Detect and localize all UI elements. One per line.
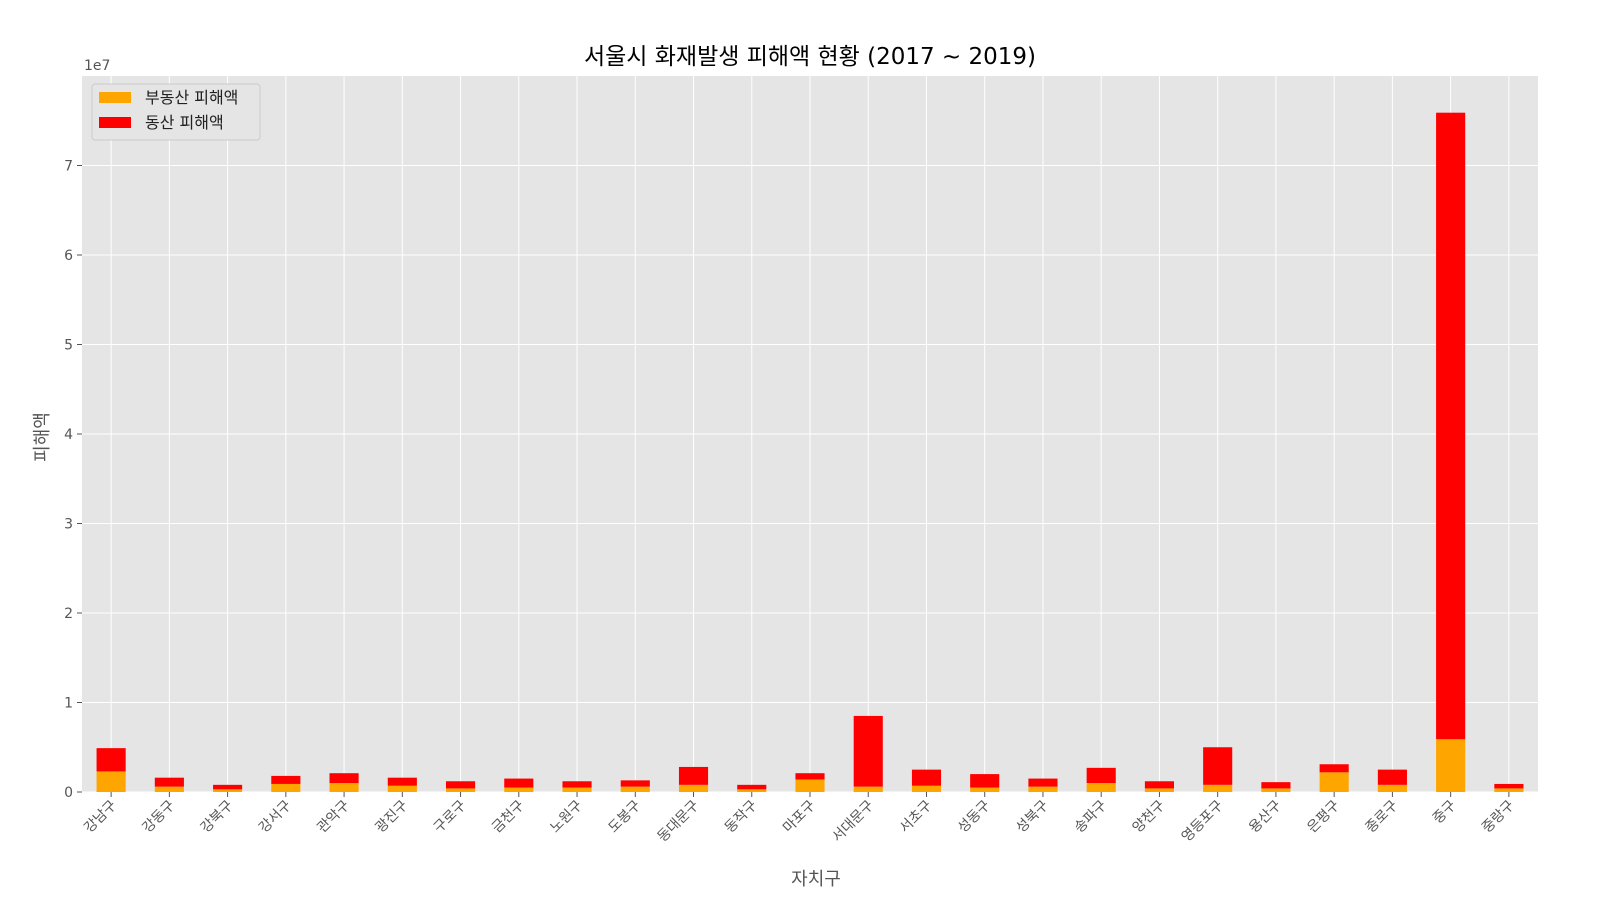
bar-real-estate-damage [271,783,301,792]
y-tick-label: 1 [64,696,73,712]
y-tick-label: 4 [64,427,73,443]
bar-real-estate-damage [1377,784,1407,792]
bar-real-estate-damage [213,789,243,792]
y-tick-label: 5 [64,338,73,354]
bar-real-estate-damage [1144,788,1174,792]
bar-movable-damage [1144,781,1174,789]
x-tick-label: 동대문구 [655,797,703,845]
bar-real-estate-damage [1319,772,1349,792]
bar-real-estate-damage [1494,788,1524,792]
bar-movable-damage [1261,782,1291,789]
bar-movable-damage [271,775,301,784]
x-tick-label: 서초구 [897,797,936,836]
bar-movable-damage [620,780,650,787]
x-tick-label: 은평구 [1304,797,1343,836]
x-tick-label: 성동구 [955,797,994,836]
bar-movable-damage [562,781,592,788]
bar-real-estate-damage [446,788,476,792]
bar-real-estate-damage [737,789,767,792]
bar-real-estate-damage [562,787,592,792]
bar-movable-damage [1319,764,1349,773]
x-tick-label: 강서구 [256,797,295,836]
legend-swatch-real-estate [99,92,131,103]
bar-real-estate-damage [911,785,942,792]
legend-label-movable: 동산 피해액 [145,113,224,132]
x-tick-label: 양천구 [1130,797,1169,836]
bar-real-estate-damage [1261,788,1291,792]
bar-movable-damage [795,773,825,780]
y-axis-offset-label: 1e7 [84,58,110,74]
gridlines [82,76,1538,793]
legend-swatch-movable [99,117,131,128]
x-tick-label: 영등포구 [1179,797,1227,845]
y-tick-label: 7 [64,159,73,175]
legend-box [91,83,261,141]
bar-movable-damage [678,766,709,785]
bar-movable-damage [504,778,534,788]
bar-movable-damage [1086,767,1116,784]
y-axis-title: 피해액 [32,412,53,462]
legend-label-real-estate: 부동산 피해액 [145,88,238,107]
y-tick-label: 3 [64,517,73,533]
bar-movable-damage [213,784,243,790]
x-tick-label: 중랑구 [1479,797,1518,836]
bar-real-estate-damage [1436,739,1466,792]
bar-real-estate-damage [1086,783,1116,792]
x-axis: 강남구 강동구 강북구 강서구 관악구 광진구 구로구 금천구 노원구 도봉구 동대문구 동작구 마포구… [81,792,1518,845]
x-tick-label: 강북구 [198,797,237,836]
bar-real-estate-damage [96,771,126,792]
bar-real-estate-damage [620,786,650,792]
x-tick-label: 마포구 [780,797,819,836]
chart-title: 서울시 화재발생 피해액 현황 (2017 ~ 2019) [584,44,1036,70]
x-tick-label: 종로구 [1363,797,1402,836]
bar-real-estate-damage [795,779,825,792]
bar-movable-damage [853,715,883,787]
bar-real-estate-damage [1203,784,1233,792]
x-tick-label: 중구 [1430,797,1460,827]
x-tick-label: 노원구 [547,797,586,836]
x-tick-label: 용산구 [1246,797,1285,836]
x-tick-label: 관악구 [314,797,353,836]
bar-real-estate-damage [970,787,1000,792]
x-tick-label: 동작구 [722,797,761,836]
x-tick-label: 금천구 [489,797,528,836]
bar-real-estate-damage [853,786,883,792]
x-tick-label: 광진구 [373,797,412,836]
bar-movable-damage [911,769,942,786]
bar-movable-damage [387,777,417,786]
legend: 부동산 피해액 동산 피해액 [91,83,261,141]
bar-movable-damage [446,781,476,789]
bar-movable-damage [329,773,359,784]
x-tick-label: 도봉구 [605,797,644,836]
bar-movable-damage [154,777,184,787]
bars [96,112,1524,792]
bar-movable-damage [1203,747,1233,785]
x-tick-label: 성북구 [1013,797,1052,836]
y-axis: 0 1 2 3 4 5 6 7 [64,159,82,801]
bar-movable-damage [96,748,126,772]
bar-movable-damage [1494,783,1524,789]
bar-movable-damage [1377,769,1407,785]
x-tick-label: 구로구 [431,797,470,836]
x-axis-title: 자치구 [791,869,841,890]
y-tick-label: 6 [64,248,73,264]
bar-movable-damage [970,774,1000,788]
x-tick-label: 강남구 [81,797,120,836]
bar-real-estate-damage [154,786,184,792]
bar-real-estate-damage [329,783,359,792]
bar-real-estate-damage [678,784,709,792]
x-tick-label: 송파구 [1071,797,1110,836]
y-tick-label: 2 [64,606,73,622]
bar-real-estate-damage [387,785,417,792]
bar-movable-damage [1436,112,1466,740]
bar-real-estate-damage [504,787,534,792]
bar-movable-damage [1028,778,1058,787]
x-tick-label: 강동구 [140,797,179,836]
y-tick-label: 0 [64,785,73,801]
bar-real-estate-damage [1028,786,1058,792]
x-tick-label: 서대문구 [829,797,877,845]
bar-movable-damage [737,784,767,790]
